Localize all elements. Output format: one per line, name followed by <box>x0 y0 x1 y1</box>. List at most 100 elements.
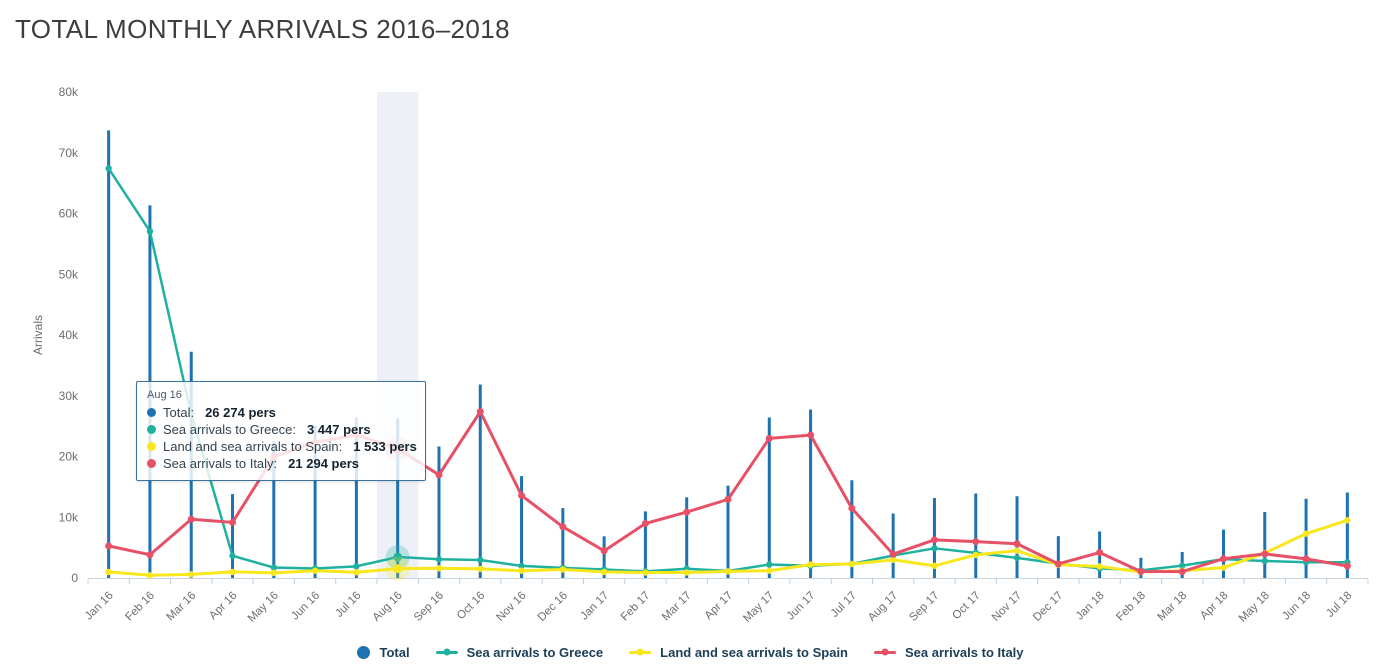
legend-item-spain[interactable]: Land and sea arrivals to Spain <box>629 645 848 660</box>
x-axis-tick-label: Jan 16 <box>83 590 116 623</box>
spain-point[interactable] <box>477 565 484 573</box>
spain-point[interactable] <box>683 569 690 576</box>
italy-point[interactable] <box>848 504 856 512</box>
greece-point[interactable] <box>766 561 773 568</box>
italy-point[interactable] <box>1054 560 1062 568</box>
spain-point[interactable] <box>270 569 278 577</box>
italy-point[interactable] <box>518 491 526 499</box>
legend-item-greece[interactable]: Sea arrivals to Greece <box>435 645 603 660</box>
greece-point[interactable] <box>270 564 278 571</box>
spain-point[interactable] <box>848 560 856 568</box>
italy-point[interactable] <box>807 431 815 439</box>
tooltip-row-total: Total: 26 274 pers <box>147 404 415 421</box>
spain-point[interactable] <box>766 567 773 574</box>
y-axis-tick-label: 20k <box>59 450 79 464</box>
italy-point[interactable] <box>1261 550 1269 558</box>
italy-dot-icon <box>147 459 156 468</box>
spain-point[interactable] <box>105 568 112 576</box>
italy-point[interactable] <box>889 550 897 558</box>
italy-point[interactable] <box>435 471 443 479</box>
italy-point[interactable] <box>1302 555 1310 563</box>
italy-point[interactable] <box>559 523 567 531</box>
legend-item-italy[interactable]: Sea arrivals to Italy <box>874 645 1024 660</box>
italy-point[interactable] <box>600 547 608 555</box>
greece-point[interactable] <box>353 563 360 570</box>
x-axis-tick-label: Jan 17 <box>578 590 611 623</box>
italy-point[interactable] <box>1013 540 1021 548</box>
italy-point[interactable] <box>972 538 980 546</box>
greece-point[interactable] <box>105 165 112 172</box>
italy-point[interactable] <box>229 518 237 526</box>
italy-point[interactable] <box>146 551 154 559</box>
italy-point[interactable] <box>1096 549 1104 557</box>
spain-point[interactable] <box>229 568 236 576</box>
tooltip-value: 26 274 pers <box>205 405 276 420</box>
x-axis-tick-label: Jul 16 <box>333 590 363 620</box>
spain-point[interactable] <box>518 567 525 574</box>
spain-legend-marker-icon <box>629 648 652 656</box>
spain-point[interactable] <box>972 551 979 559</box>
spain-point[interactable] <box>1344 517 1351 524</box>
greece-point[interactable] <box>393 552 403 562</box>
x-axis-tick-label: Jun 16 <box>289 590 322 623</box>
spain-point[interactable] <box>353 569 360 576</box>
spain-point[interactable] <box>807 561 814 568</box>
italy-point[interactable] <box>105 542 113 550</box>
spain-point[interactable] <box>146 572 154 579</box>
spain-point[interactable] <box>724 568 732 575</box>
greece-point[interactable] <box>1013 554 1021 562</box>
greece-point[interactable] <box>518 562 525 570</box>
spain-point[interactable] <box>1220 564 1227 571</box>
greece-point[interactable] <box>1178 562 1186 569</box>
tooltip: Aug 16 Total: 26 274 pers Sea arrivals t… <box>136 381 426 481</box>
spain-point[interactable] <box>642 569 649 576</box>
greece-point[interactable] <box>477 556 484 564</box>
spain-point[interactable] <box>889 556 897 563</box>
x-axis-tick-label: Sep 17 <box>907 590 941 624</box>
spain-point[interactable] <box>311 567 319 574</box>
spain-point[interactable] <box>931 562 938 570</box>
italy-point[interactable] <box>641 520 649 528</box>
tooltip-row-italy: Sea arrivals to Italy: 21 294 pers <box>147 455 415 472</box>
x-axis-tick-label: Feb 17 <box>619 590 653 624</box>
italy-point[interactable] <box>1219 555 1227 563</box>
greece-point[interactable] <box>229 552 236 560</box>
tooltip-value: 3 447 pers <box>306 422 371 437</box>
spain-point[interactable] <box>435 565 443 572</box>
x-axis-tick-label: May 18 <box>1237 590 1272 625</box>
italy-point[interactable] <box>930 536 938 544</box>
italy-point[interactable] <box>683 508 691 516</box>
x-axis-tick-label: Nov 17 <box>990 590 1024 624</box>
spain-point[interactable] <box>1013 547 1021 554</box>
greece-point[interactable] <box>1261 557 1268 565</box>
tooltip-label: Sea arrivals to Greece: <box>163 422 296 437</box>
greece-point[interactable] <box>931 545 938 552</box>
y-axis-tick-label: 60k <box>59 207 79 221</box>
italy-point[interactable] <box>1137 568 1145 576</box>
x-axis-tick-label: Feb 18 <box>1114 590 1148 624</box>
tooltip-row-greece: Sea arrivals to Greece: 3 447 pers <box>147 421 415 438</box>
legend-label: Land and sea arrivals to Spain <box>660 644 848 660</box>
italy-point[interactable] <box>1343 562 1351 570</box>
spain-dot-icon <box>147 442 156 451</box>
spain-point[interactable] <box>393 564 403 574</box>
italy-point[interactable] <box>187 515 195 523</box>
y-axis-title: Arrivals <box>31 315 45 355</box>
legend-item-total[interactable]: Total <box>357 645 410 660</box>
italy-point[interactable] <box>476 408 484 416</box>
spain-point[interactable] <box>600 568 608 576</box>
greece-dot-icon <box>147 425 156 434</box>
spain-point[interactable] <box>188 571 195 578</box>
y-axis-tick-label: 0 <box>71 571 78 585</box>
spain-point[interactable] <box>1096 563 1103 570</box>
x-axis-tick-label: Jun 18 <box>1280 590 1313 623</box>
spain-point[interactable] <box>1302 530 1310 537</box>
greece-point[interactable] <box>435 556 443 563</box>
italy-point[interactable] <box>765 434 773 442</box>
italy-point[interactable] <box>1178 568 1186 576</box>
italy-point[interactable] <box>724 495 732 503</box>
spain-point[interactable] <box>559 566 567 573</box>
x-axis-tick-label: May 17 <box>741 590 776 625</box>
greece-point[interactable] <box>146 228 154 235</box>
